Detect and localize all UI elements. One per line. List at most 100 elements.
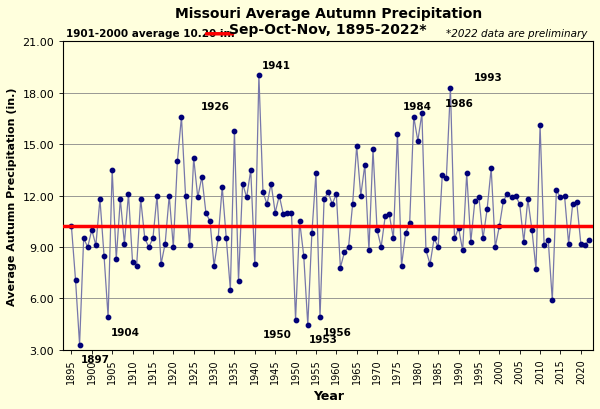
Point — [193, 195, 203, 201]
Point — [487, 166, 496, 172]
Text: 1950: 1950 — [263, 329, 292, 339]
Point — [449, 236, 459, 242]
Point — [335, 265, 345, 271]
Point — [217, 184, 227, 191]
Text: 1986: 1986 — [445, 99, 474, 108]
Point — [181, 193, 190, 200]
Point — [360, 162, 370, 169]
Point — [271, 210, 280, 216]
Point — [433, 244, 443, 251]
Point — [332, 191, 341, 198]
Point — [462, 171, 472, 177]
Point — [568, 201, 577, 208]
Point — [344, 244, 353, 251]
Point — [446, 85, 455, 92]
Point — [348, 201, 358, 208]
Point — [413, 138, 422, 145]
Point — [132, 263, 142, 270]
Point — [556, 195, 565, 201]
Point — [564, 240, 574, 247]
Point — [380, 213, 390, 220]
Point — [405, 220, 415, 227]
Point — [75, 342, 85, 348]
Point — [425, 261, 435, 268]
Point — [124, 191, 133, 198]
Point — [278, 211, 288, 218]
Point — [287, 210, 296, 216]
Point — [544, 237, 553, 244]
Point — [258, 189, 268, 196]
Point — [299, 253, 308, 259]
Point — [474, 195, 484, 201]
Point — [205, 218, 215, 225]
Point — [295, 218, 304, 225]
Point — [376, 244, 386, 251]
Point — [116, 196, 125, 203]
Point — [523, 196, 533, 203]
Point — [99, 253, 109, 259]
Point — [291, 317, 301, 323]
Point — [67, 224, 76, 230]
Point — [176, 114, 186, 121]
Point — [214, 236, 223, 242]
Point — [83, 244, 92, 251]
Point — [364, 247, 374, 254]
Point — [531, 266, 541, 273]
Point — [303, 322, 313, 328]
Point — [535, 123, 545, 129]
Point — [152, 193, 162, 200]
Point — [311, 171, 321, 177]
Point — [91, 243, 101, 249]
Point — [442, 176, 451, 182]
Point — [262, 201, 272, 208]
Point — [242, 195, 251, 201]
Text: 1953: 1953 — [309, 335, 338, 344]
Point — [103, 314, 113, 321]
Point — [527, 227, 537, 234]
Point — [226, 287, 235, 293]
Point — [490, 244, 500, 251]
Point — [385, 211, 394, 218]
Point — [315, 314, 325, 321]
Point — [95, 196, 105, 203]
Point — [507, 195, 517, 201]
Point — [539, 243, 549, 249]
Point — [478, 236, 488, 242]
Text: 1984: 1984 — [403, 102, 431, 112]
Point — [437, 172, 447, 179]
Point — [230, 128, 239, 135]
Point — [283, 210, 292, 216]
Point — [454, 225, 463, 232]
Point — [572, 200, 581, 206]
Point — [128, 259, 137, 266]
Text: 1901-2000 average 10.20 in.: 1901-2000 average 10.20 in. — [66, 29, 235, 39]
Point — [140, 236, 149, 242]
Point — [580, 243, 590, 249]
Point — [458, 247, 467, 254]
Point — [246, 167, 256, 174]
Point — [238, 181, 247, 187]
Point — [389, 236, 398, 242]
Point — [392, 131, 402, 138]
Point — [503, 191, 512, 198]
Text: *2022 data are preliminary: *2022 data are preliminary — [446, 29, 588, 39]
Point — [482, 207, 492, 213]
Point — [254, 73, 263, 79]
Point — [499, 198, 508, 204]
Point — [189, 155, 199, 162]
Point — [560, 193, 569, 200]
Text: 1956: 1956 — [323, 327, 352, 337]
Point — [328, 201, 337, 208]
Point — [515, 201, 524, 208]
Point — [417, 111, 427, 117]
Point — [164, 193, 174, 200]
Point — [397, 263, 406, 270]
Point — [87, 227, 97, 234]
Point — [266, 181, 276, 187]
Point — [368, 147, 378, 153]
Point — [209, 263, 219, 270]
Point — [160, 240, 170, 247]
Point — [144, 244, 154, 251]
Point — [119, 240, 129, 247]
Point — [173, 159, 182, 165]
